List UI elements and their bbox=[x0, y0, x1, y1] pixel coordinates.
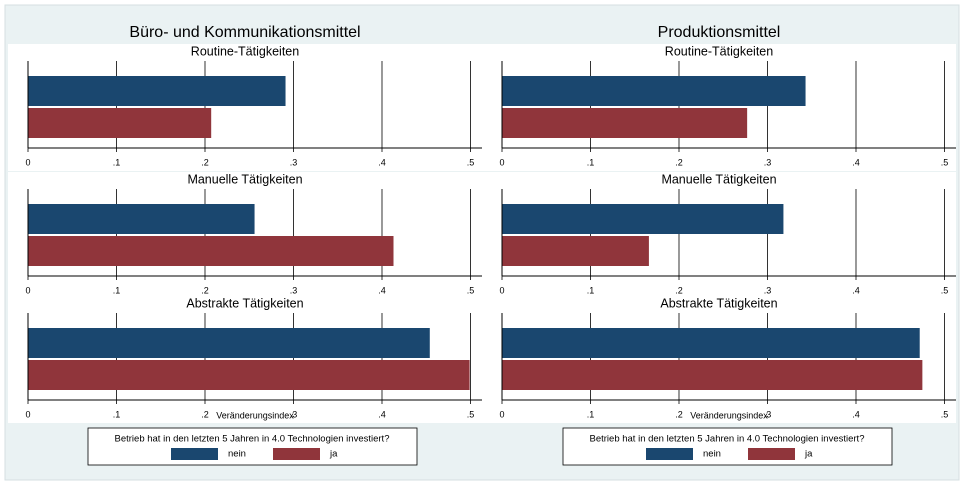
panel-subtitle: Manuelle Tätigkeiten bbox=[661, 172, 776, 186]
column-title: Produktionsmittel bbox=[658, 24, 781, 41]
x-tick-label: .5 bbox=[941, 285, 949, 295]
x-tick-label: .4 bbox=[852, 285, 860, 295]
panel-background bbox=[482, 296, 956, 423]
x-tick-label: .5 bbox=[941, 409, 949, 419]
legend-label: ja bbox=[329, 449, 338, 460]
legend-label: ja bbox=[804, 449, 813, 460]
column-title: Büro- und Kommunikationsmittel bbox=[129, 24, 360, 41]
bar bbox=[28, 108, 212, 138]
legend-swatch bbox=[748, 448, 795, 460]
x-tick-label: .3 bbox=[764, 157, 772, 167]
x-tick-label: 0 bbox=[25, 285, 30, 295]
panel-background bbox=[8, 172, 482, 299]
x-tick-label: .1 bbox=[587, 157, 595, 167]
x-tick-label: 0 bbox=[499, 409, 504, 419]
bar bbox=[502, 236, 649, 266]
x-tick-label: .2 bbox=[201, 409, 209, 419]
bar bbox=[502, 328, 920, 358]
x-tick-label: 0 bbox=[499, 285, 504, 295]
x-tick-label: 0 bbox=[499, 157, 504, 167]
bar bbox=[502, 108, 748, 138]
legend-label: nein bbox=[228, 449, 246, 460]
x-tick-label: .4 bbox=[852, 409, 860, 419]
x-tick-label: .3 bbox=[290, 285, 298, 295]
bar bbox=[28, 328, 430, 358]
legend-swatch bbox=[171, 448, 218, 460]
x-tick-label: .1 bbox=[113, 409, 121, 419]
x-tick-label: .3 bbox=[290, 409, 298, 419]
x-tick-label: 0 bbox=[25, 157, 30, 167]
x-tick-label: .5 bbox=[467, 409, 475, 419]
panel-subtitle: Abstrakte Tätigkeiten bbox=[660, 296, 777, 310]
bar bbox=[28, 204, 255, 234]
x-tick-label: .1 bbox=[587, 285, 595, 295]
x-tick-label: .3 bbox=[290, 157, 298, 167]
x-tick-label: .4 bbox=[378, 157, 386, 167]
x-tick-label: .2 bbox=[201, 285, 209, 295]
panel-background bbox=[8, 44, 482, 171]
x-tick-label: .1 bbox=[113, 157, 121, 167]
panel-background bbox=[8, 296, 482, 423]
legend-label: nein bbox=[703, 449, 721, 460]
x-tick-label: .4 bbox=[378, 409, 386, 419]
legend-box bbox=[87, 427, 418, 466]
x-tick-label: 0 bbox=[25, 409, 30, 419]
panel-subtitle: Manuelle Tätigkeiten bbox=[187, 172, 302, 186]
x-tick-label: .4 bbox=[378, 285, 386, 295]
panel-subtitle: Routine-Tätigkeiten bbox=[191, 44, 299, 58]
x-tick-label: .5 bbox=[467, 157, 475, 167]
x-tick-label: .1 bbox=[113, 285, 121, 295]
legend-swatch bbox=[273, 448, 320, 460]
x-axis-label: Veränderungsindex bbox=[690, 410, 768, 420]
x-tick-label: .3 bbox=[764, 285, 772, 295]
x-tick-label: .2 bbox=[675, 285, 683, 295]
x-axis-label: Veränderungsindex bbox=[216, 410, 294, 420]
bar bbox=[28, 360, 470, 390]
legend-title: Betrieb hat in den letzten 5 Jahren in 4… bbox=[590, 434, 865, 445]
panel-subtitle: Routine-Tätigkeiten bbox=[665, 44, 773, 58]
bar bbox=[502, 360, 923, 390]
x-tick-label: .5 bbox=[467, 285, 475, 295]
bar bbox=[502, 76, 806, 106]
x-tick-label: .5 bbox=[941, 157, 949, 167]
x-tick-label: .4 bbox=[852, 157, 860, 167]
bar bbox=[28, 236, 394, 266]
x-tick-label: .3 bbox=[764, 409, 772, 419]
x-tick-label: .2 bbox=[675, 409, 683, 419]
bar bbox=[28, 76, 286, 106]
x-tick-label: .1 bbox=[587, 409, 595, 419]
x-tick-label: .2 bbox=[201, 157, 209, 167]
legend-swatch bbox=[646, 448, 693, 460]
legend-box bbox=[562, 427, 893, 466]
x-tick-label: .2 bbox=[675, 157, 683, 167]
panel-background bbox=[482, 172, 956, 299]
legend-title: Betrieb hat in den letzten 5 Jahren in 4… bbox=[115, 434, 390, 445]
panel-subtitle: Abstrakte Tätigkeiten bbox=[186, 296, 303, 310]
bar bbox=[502, 204, 784, 234]
panel-background bbox=[482, 44, 956, 171]
